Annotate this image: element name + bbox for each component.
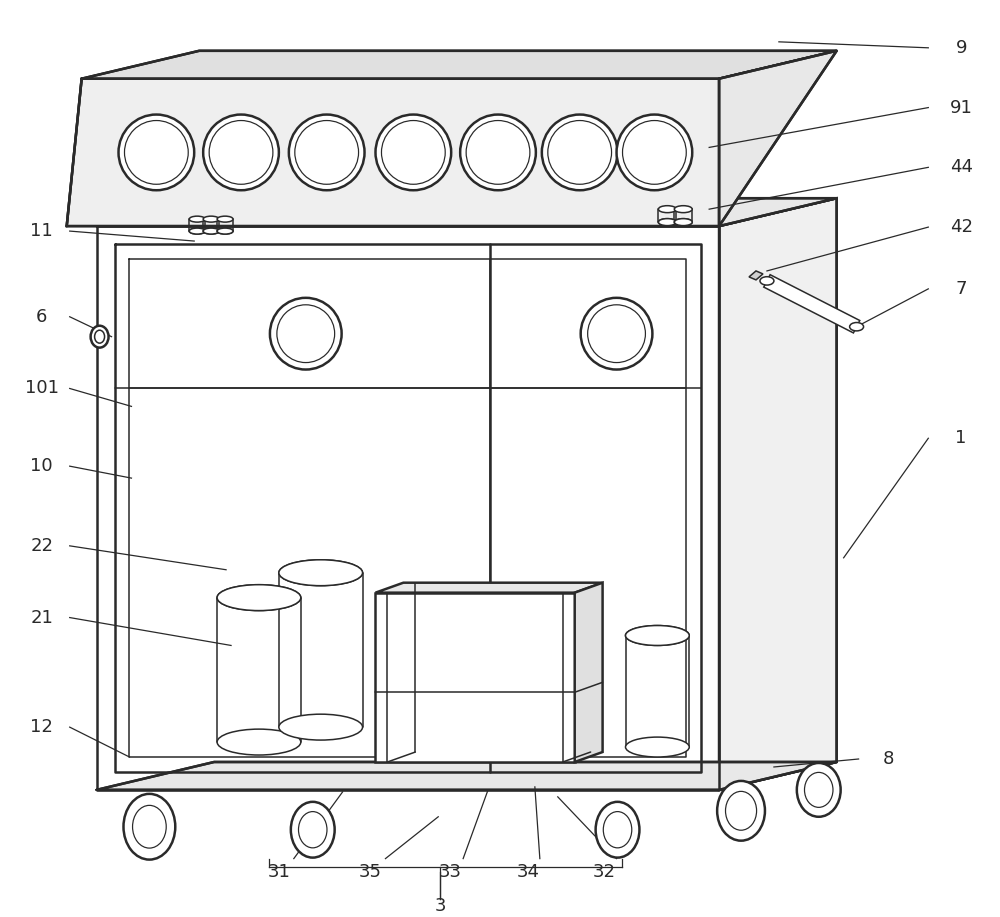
Circle shape bbox=[289, 115, 365, 190]
Text: 11: 11 bbox=[30, 222, 53, 240]
Ellipse shape bbox=[279, 559, 363, 586]
Ellipse shape bbox=[760, 277, 774, 285]
Ellipse shape bbox=[217, 228, 233, 234]
Ellipse shape bbox=[279, 714, 363, 740]
Circle shape bbox=[617, 115, 692, 190]
Text: 44: 44 bbox=[950, 159, 973, 176]
Text: 9: 9 bbox=[955, 39, 967, 57]
Ellipse shape bbox=[658, 218, 676, 226]
Text: 22: 22 bbox=[30, 536, 53, 555]
Ellipse shape bbox=[596, 801, 639, 857]
Text: 42: 42 bbox=[950, 218, 973, 236]
Ellipse shape bbox=[717, 781, 765, 841]
Text: 12: 12 bbox=[30, 718, 53, 736]
Text: 8: 8 bbox=[883, 750, 894, 768]
Polygon shape bbox=[375, 592, 575, 762]
Ellipse shape bbox=[217, 216, 233, 222]
Circle shape bbox=[119, 115, 194, 190]
Text: 1: 1 bbox=[955, 429, 967, 447]
Polygon shape bbox=[764, 275, 860, 333]
Ellipse shape bbox=[217, 585, 301, 611]
Text: 34: 34 bbox=[516, 863, 539, 880]
Text: 33: 33 bbox=[439, 863, 462, 880]
Text: 10: 10 bbox=[30, 458, 53, 475]
Text: 7: 7 bbox=[955, 280, 967, 298]
Ellipse shape bbox=[626, 737, 689, 757]
Ellipse shape bbox=[797, 763, 841, 817]
Text: 35: 35 bbox=[359, 863, 382, 880]
Ellipse shape bbox=[217, 585, 301, 611]
Circle shape bbox=[460, 115, 536, 190]
Text: 3: 3 bbox=[434, 898, 446, 915]
Ellipse shape bbox=[658, 205, 676, 213]
Polygon shape bbox=[82, 50, 837, 79]
Text: 91: 91 bbox=[950, 98, 973, 116]
Ellipse shape bbox=[850, 323, 864, 331]
Ellipse shape bbox=[91, 326, 109, 348]
Ellipse shape bbox=[674, 205, 692, 213]
Ellipse shape bbox=[189, 228, 205, 234]
Ellipse shape bbox=[674, 218, 692, 226]
Text: 101: 101 bbox=[25, 380, 59, 397]
Ellipse shape bbox=[203, 228, 219, 234]
Ellipse shape bbox=[217, 228, 233, 234]
Circle shape bbox=[375, 115, 451, 190]
Polygon shape bbox=[97, 198, 837, 226]
Text: 31: 31 bbox=[267, 863, 290, 880]
Polygon shape bbox=[575, 582, 603, 762]
Ellipse shape bbox=[217, 729, 301, 755]
Ellipse shape bbox=[626, 625, 689, 646]
Polygon shape bbox=[719, 198, 837, 790]
Circle shape bbox=[581, 298, 652, 370]
Ellipse shape bbox=[626, 625, 689, 646]
Circle shape bbox=[542, 115, 618, 190]
Ellipse shape bbox=[189, 216, 205, 222]
Circle shape bbox=[270, 298, 342, 370]
Ellipse shape bbox=[291, 801, 335, 857]
Polygon shape bbox=[375, 582, 603, 592]
Ellipse shape bbox=[203, 228, 219, 234]
Text: 6: 6 bbox=[36, 308, 47, 326]
Ellipse shape bbox=[123, 794, 175, 859]
Ellipse shape bbox=[279, 559, 363, 586]
Ellipse shape bbox=[658, 218, 676, 226]
Polygon shape bbox=[719, 50, 837, 226]
Text: 21: 21 bbox=[30, 609, 53, 626]
Polygon shape bbox=[97, 762, 837, 790]
Polygon shape bbox=[67, 79, 719, 226]
Text: 32: 32 bbox=[593, 863, 616, 880]
Circle shape bbox=[203, 115, 279, 190]
Ellipse shape bbox=[203, 216, 219, 222]
Ellipse shape bbox=[189, 228, 205, 234]
Polygon shape bbox=[749, 271, 763, 280]
Ellipse shape bbox=[674, 218, 692, 226]
